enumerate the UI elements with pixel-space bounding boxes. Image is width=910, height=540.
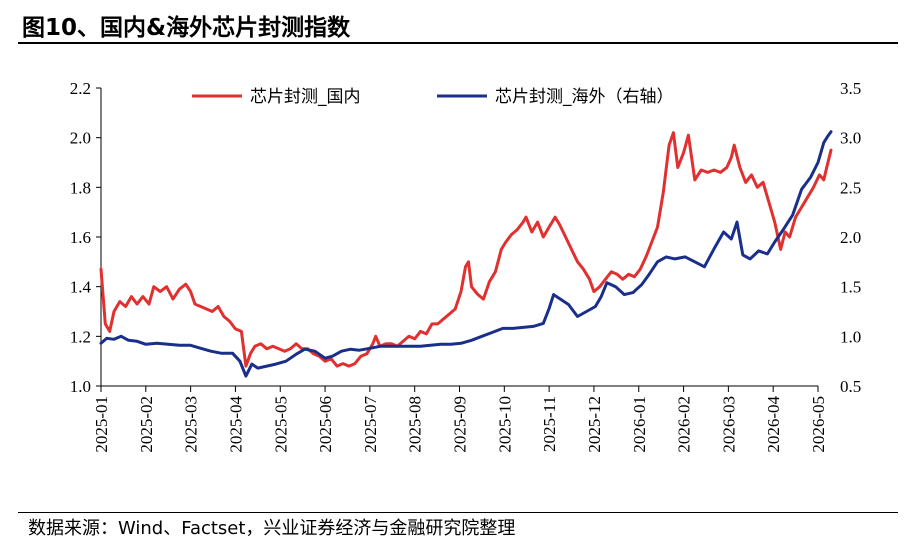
x-tick-label: 2026-03	[719, 396, 738, 453]
x-tick-label: 2026-01	[630, 396, 649, 453]
x-tick-label: 2025-02	[137, 396, 156, 453]
y-right-tick-label: 3.0	[840, 129, 861, 148]
y-left-tick-label: 2.2	[70, 79, 91, 98]
chart-title: 图10、国内&海外芯片封测指数	[22, 15, 351, 41]
y-right-tick-label: 2.0	[840, 228, 861, 247]
x-tick-label: 2026-04	[764, 396, 783, 453]
series-line-domestic	[99, 131, 833, 368]
source-note: 数据来源：Wind、Factset，兴业证券经济与金融研究院整理	[28, 518, 516, 539]
y-left-tick-label: 1.4	[70, 278, 92, 297]
x-tick-label: 2025-07	[361, 396, 380, 453]
x-tick-label: 2025-10	[495, 396, 514, 453]
y-left-tick-label: 1.0	[70, 377, 91, 396]
y-right-tick-label: 3.5	[840, 79, 861, 98]
x-tick-label: 2025-08	[406, 396, 425, 453]
legend-label-domestic: 芯片封测_国内	[250, 87, 361, 107]
x-tick-label: 2026-05	[809, 396, 828, 453]
legend-label-overseas: 芯片封测_海外（右轴）	[495, 87, 674, 107]
y-right-tick-label: 2.5	[840, 178, 861, 197]
chart-area: 1.0 1.2 1.4 1.6 1.8 2.0 2.2 0.5 1.0 1.5 2.0 2.5 3.0 3…	[70, 79, 862, 453]
y-left-tick-label: 2.0	[70, 129, 91, 148]
footer-rule	[18, 512, 898, 513]
x-tick-label: 2025-03	[182, 396, 201, 453]
y-right-tick-label: 1.5	[840, 278, 861, 297]
x-tick-label: 2025-09	[451, 396, 470, 453]
y-left-tick-label: 1.2	[70, 327, 91, 346]
series-line-overseas	[99, 130, 833, 378]
x-tick-label: 2025-05	[271, 396, 290, 453]
x-tick-label: 2025-06	[316, 396, 335, 453]
y-left-tick-label: 1.6	[70, 228, 91, 247]
x-tick-label: 2025-11	[540, 396, 559, 452]
y-right-tick-label: 0.5	[840, 377, 861, 396]
title-rule	[18, 42, 898, 44]
y-right-tick-label: 1.0	[840, 327, 861, 346]
axes: 1.0 1.2 1.4 1.6 1.8 2.0 2.2 0.5 1.0 1.5 2.0 2.5 3.0 3…	[70, 79, 862, 453]
x-tick-label: 2025-12	[585, 396, 604, 453]
x-tick-label: 2026-02	[675, 396, 694, 453]
legend: 芯片封测_国内 芯片封测_海外（右轴）	[192, 87, 674, 107]
y-left-tick-label: 1.8	[70, 178, 91, 197]
x-tick-label: 2025-01	[92, 396, 111, 453]
series-lines	[99, 130, 833, 378]
x-tick-label: 2025-04	[226, 396, 245, 453]
